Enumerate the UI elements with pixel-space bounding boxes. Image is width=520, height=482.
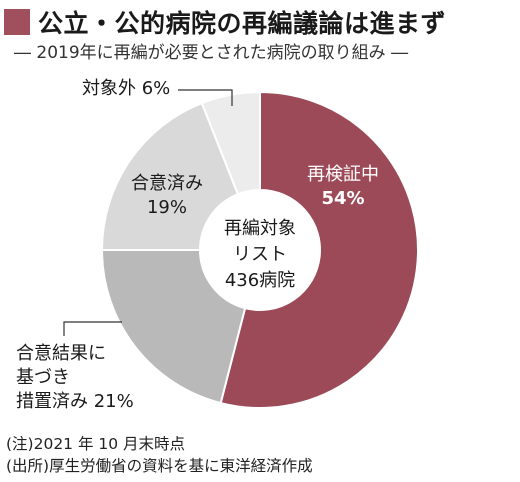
label-measures-line2: 基づき: [16, 367, 70, 388]
center-label-line2: リスト: [233, 244, 287, 265]
label-excluded: 対象外 6%: [82, 78, 171, 99]
center-label: 再編対象 リスト 436病院: [198, 216, 322, 294]
slice-agreed: [100, 101, 240, 251]
center-label-line1: 再編対象: [224, 218, 296, 239]
slice-excluded: [200, 90, 261, 196]
label-agreed-value: 19%: [146, 197, 187, 218]
center-label-line3: 436病院: [224, 270, 296, 291]
label-reexam-value: 54%: [321, 188, 365, 209]
slice-measures: [100, 249, 247, 405]
label-measures: 合意結果に 基づき 措置済み 21%: [16, 342, 134, 414]
chart-title: 公立・公的病院の再編議論は進まず: [38, 9, 447, 38]
note-source: (出所)厚生労働省の資料を基に東洋経済作成: [6, 457, 313, 475]
label-reexam-name: 再検証中: [307, 164, 379, 185]
leader-line-excluded: [178, 89, 233, 106]
chart-subtitle: ― 2019年に再編が必要とされた病院の取り組み ―: [14, 43, 409, 63]
title-row: 公立・公的病院の再編議論は進まず: [4, 4, 446, 40]
note-date: (注)2021 年 10 月末時点: [6, 435, 186, 453]
label-measures-line3: 措置済み 21%: [16, 391, 134, 412]
label-reexam: 再検証中 54%: [293, 163, 393, 211]
label-agreed-name: 合意済み: [131, 173, 203, 194]
leader-line-measures: [63, 321, 122, 336]
title-square-marker: [4, 9, 30, 35]
label-measures-line1: 合意結果に: [16, 343, 106, 364]
label-agreed: 合意済み 19%: [117, 172, 217, 220]
donut-hole: [201, 191, 319, 309]
slice-reexam: [219, 90, 419, 409]
